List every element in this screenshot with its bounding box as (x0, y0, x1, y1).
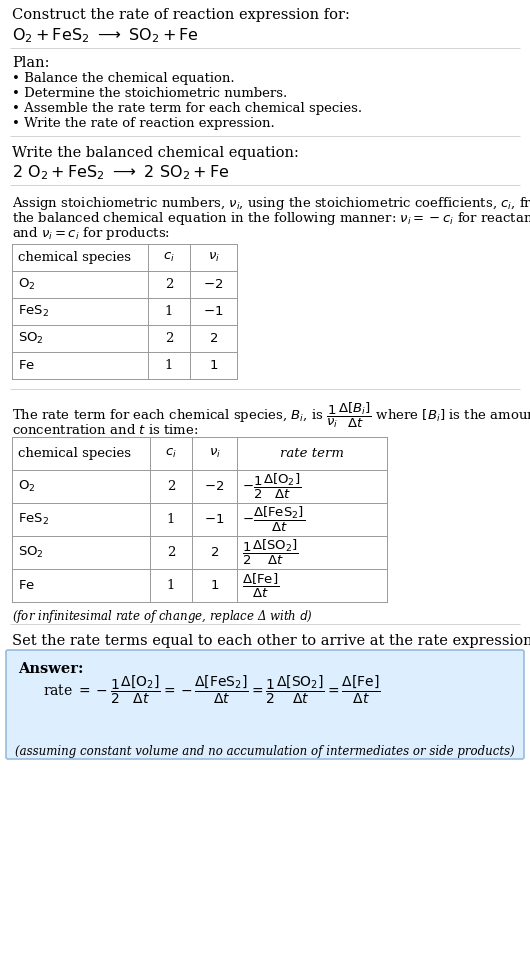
Text: $\mathrm{SO_2}$: $\mathrm{SO_2}$ (18, 331, 44, 346)
Text: chemical species: chemical species (18, 447, 131, 460)
Text: 2: 2 (165, 332, 173, 345)
Text: $-2$: $-2$ (205, 480, 225, 493)
Text: Set the rate terms equal to each other to arrive at the rate expression:: Set the rate terms equal to each other t… (12, 634, 530, 648)
Text: $\mathrm{2\ O_2 + FeS_2 \ \longrightarrow \ 2\ SO_2 + Fe}$: $\mathrm{2\ O_2 + FeS_2 \ \longrightarro… (12, 163, 229, 182)
Text: rate $= -\dfrac{1}{2}\dfrac{\Delta[\mathrm{O_2}]}{\Delta t} = -\dfrac{\Delta[\ma: rate $= -\dfrac{1}{2}\dfrac{\Delta[\math… (43, 673, 381, 707)
Text: • Assemble the rate term for each chemical species.: • Assemble the rate term for each chemic… (12, 102, 362, 115)
Text: (assuming constant volume and no accumulation of intermediates or side products): (assuming constant volume and no accumul… (15, 745, 515, 758)
FancyBboxPatch shape (6, 650, 524, 759)
Text: • Write the rate of reaction expression.: • Write the rate of reaction expression. (12, 117, 275, 130)
Text: $\mathrm{O_2}$: $\mathrm{O_2}$ (18, 277, 36, 292)
Text: (for infinitesimal rate of change, replace Δ with $d$): (for infinitesimal rate of change, repla… (12, 608, 313, 625)
Text: the balanced chemical equation in the following manner: $\nu_i = -c_i$ for react: the balanced chemical equation in the fo… (12, 210, 530, 227)
Text: $-\dfrac{1}{2}\dfrac{\Delta[\mathrm{O_2}]}{\Delta t}$: $-\dfrac{1}{2}\dfrac{\Delta[\mathrm{O_2}… (242, 471, 302, 501)
Text: Answer:: Answer: (18, 662, 84, 676)
Text: $2$: $2$ (209, 332, 218, 345)
Text: $\mathrm{FeS_2}$: $\mathrm{FeS_2}$ (18, 304, 49, 319)
Text: concentration and $t$ is time:: concentration and $t$ is time: (12, 423, 198, 437)
Text: $1$: $1$ (209, 359, 218, 372)
Text: $2$: $2$ (210, 546, 219, 559)
Text: $\mathrm{O_2 + FeS_2 \ \longrightarrow \ SO_2 + Fe}$: $\mathrm{O_2 + FeS_2 \ \longrightarrow \… (12, 26, 199, 45)
Text: $c_i$: $c_i$ (163, 251, 175, 264)
Text: 1: 1 (167, 513, 175, 526)
Text: $-1$: $-1$ (204, 305, 224, 318)
Text: $\nu_i$: $\nu_i$ (208, 251, 219, 264)
Text: $\mathrm{FeS_2}$: $\mathrm{FeS_2}$ (18, 512, 49, 527)
Text: 1: 1 (165, 359, 173, 372)
Text: $\mathrm{SO_2}$: $\mathrm{SO_2}$ (18, 545, 44, 560)
Text: $\dfrac{1}{2}\dfrac{\Delta[\mathrm{SO_2}]}{\Delta t}$: $\dfrac{1}{2}\dfrac{\Delta[\mathrm{SO_2}… (242, 538, 299, 567)
Text: Construct the rate of reaction expression for:: Construct the rate of reaction expressio… (12, 8, 350, 22)
Text: $\mathrm{Fe}$: $\mathrm{Fe}$ (18, 579, 35, 592)
Text: • Balance the chemical equation.: • Balance the chemical equation. (12, 72, 235, 85)
Text: $c_i$: $c_i$ (165, 447, 177, 460)
Text: Assign stoichiometric numbers, $\nu_i$, using the stoichiometric coefficients, $: Assign stoichiometric numbers, $\nu_i$, … (12, 195, 530, 212)
Text: $-\dfrac{\Delta[\mathrm{FeS_2}]}{\Delta t}$: $-\dfrac{\Delta[\mathrm{FeS_2}]}{\Delta … (242, 505, 305, 534)
Text: Write the balanced chemical equation:: Write the balanced chemical equation: (12, 146, 299, 160)
Text: 2: 2 (167, 546, 175, 559)
Text: $\mathrm{O_2}$: $\mathrm{O_2}$ (18, 479, 36, 494)
Text: $1$: $1$ (210, 579, 219, 592)
Text: • Determine the stoichiometric numbers.: • Determine the stoichiometric numbers. (12, 87, 287, 100)
Text: $-1$: $-1$ (205, 513, 225, 526)
Text: 2: 2 (167, 480, 175, 493)
Text: chemical species: chemical species (18, 251, 131, 264)
Text: $\dfrac{\Delta[\mathrm{Fe}]}{\Delta t}$: $\dfrac{\Delta[\mathrm{Fe}]}{\Delta t}$ (242, 571, 279, 599)
Text: $-2$: $-2$ (204, 278, 224, 291)
Text: $\mathrm{Fe}$: $\mathrm{Fe}$ (18, 359, 35, 372)
Text: $\nu_i$: $\nu_i$ (208, 447, 220, 460)
Text: 1: 1 (167, 579, 175, 592)
Text: rate term: rate term (280, 447, 344, 460)
Text: and $\nu_i = c_i$ for products:: and $\nu_i = c_i$ for products: (12, 225, 170, 242)
Text: 2: 2 (165, 278, 173, 291)
Text: 1: 1 (165, 305, 173, 318)
Text: Plan:: Plan: (12, 56, 49, 70)
Text: The rate term for each chemical species, $B_i$, is $\dfrac{1}{\nu_i}\dfrac{\Delt: The rate term for each chemical species,… (12, 401, 530, 430)
